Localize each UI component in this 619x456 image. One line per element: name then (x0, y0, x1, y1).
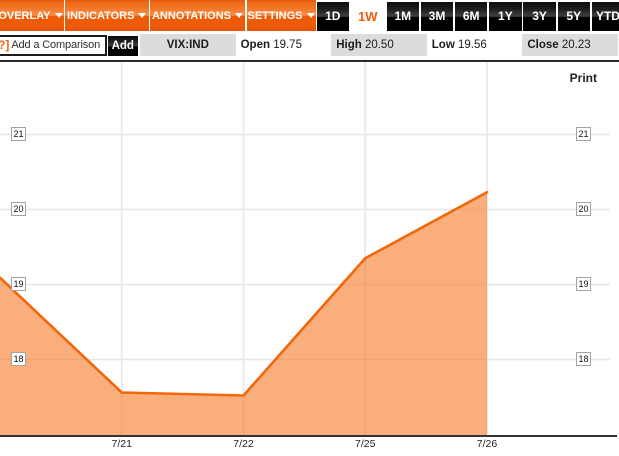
range-button-strip: 1D 1W 1M 3M 6M 1Y 3Y 5Y YTD (316, 1, 619, 31)
menu-item-settings[interactable]: SETTINGS (246, 0, 316, 31)
right-axis-label-20: 20 (576, 202, 591, 216)
right-axis-label-21: 21 (576, 127, 591, 141)
menu-item-label: ANNOTATIONS (151, 9, 232, 22)
menu-separator (148, 0, 150, 31)
menu-strip: OVERLAY INDICATORS ANNOTATIONS SETTINGS (0, 0, 316, 31)
left-axis-label-19: 19 (11, 277, 26, 291)
chevron-down-icon (54, 13, 63, 18)
price-line (0, 190, 489, 397)
quote-cell-high: High 20.50 (331, 34, 427, 56)
add-comparison-box: [?] (0, 34, 107, 56)
menu-item-indicators[interactable]: INDICATORS (65, 0, 149, 31)
left-axis-label-21: 21 (11, 127, 26, 141)
quote-label: High (336, 39, 365, 51)
quote-strip: VIX:IND Open 19.75 High 20.50 Low 19.56 Clos… (140, 34, 618, 56)
symbol-cell: VIX:IND (140, 34, 236, 56)
range-button-6m[interactable]: 6M (454, 1, 488, 31)
quote-value: 19.75 (273, 39, 302, 51)
quote-value: 19.56 (457, 39, 487, 51)
right-axis-label-19: 19 (576, 277, 591, 291)
range-button-3m[interactable]: 3M (420, 1, 454, 31)
symbol-text: VIX:IND (166, 39, 209, 51)
x-axis-label-7-22: 7/22 (233, 437, 254, 450)
x-axis-label-7-21: 7/21 (111, 437, 132, 450)
chart-menubar: OVERLAY INDICATORS ANNOTATIONS SETTINGS 1D 1… (0, 0, 619, 31)
header-separator (0, 59, 619, 62)
right-axis-label-18: 18 (576, 352, 591, 366)
quote-cell-low: Low 19.56 (427, 34, 523, 56)
area-fill (0, 192, 487, 435)
menu-item-label: SETTINGS (247, 9, 303, 22)
left-axis-label-18: 18 (11, 352, 26, 366)
x-axis-label-7-25: 7/25 (355, 437, 376, 450)
quote-value: 20.50 (364, 39, 394, 51)
quote-cell-close: Close 20.23 (522, 34, 618, 56)
help-icon[interactable]: [?] (0, 38, 10, 53)
x-axis-label-7-26: 7/26 (476, 437, 498, 450)
range-button-1m[interactable]: 1M (386, 1, 420, 31)
quote-value: 20.23 (561, 39, 591, 51)
quote-cell-open: Open 19.75 (236, 34, 332, 56)
left-axis-label-20: 20 (11, 202, 26, 216)
menu-item-annotations[interactable]: ANNOTATIONS (150, 0, 245, 31)
chevron-down-icon (138, 13, 147, 18)
menu-separator (245, 0, 247, 31)
range-button-1y[interactable]: 1Y (489, 1, 522, 31)
quote-label: Low (431, 39, 458, 51)
add-button[interactable]: Add (107, 35, 138, 56)
range-button-3y[interactable]: 3Y (523, 1, 556, 31)
menu-separator (63, 0, 65, 31)
range-button-1w[interactable]: 1W (350, 1, 385, 31)
range-button-5y[interactable]: 5Y (557, 1, 590, 31)
range-button-ytd[interactable]: YTD (591, 1, 619, 31)
quote-label: Open (240, 39, 274, 51)
range-button-1d[interactable]: 1D (316, 1, 349, 31)
quote-label: Close (527, 39, 562, 51)
comparison-input[interactable] (11, 39, 103, 52)
menu-item-label: INDICATORS (67, 9, 135, 22)
menu-item-overlay[interactable]: OVERLAY (0, 0, 64, 31)
chevron-down-icon (306, 13, 315, 18)
print-button[interactable]: Print (569, 70, 597, 85)
chevron-down-icon (235, 13, 244, 18)
menu-item-label: OVERLAY (0, 9, 51, 22)
